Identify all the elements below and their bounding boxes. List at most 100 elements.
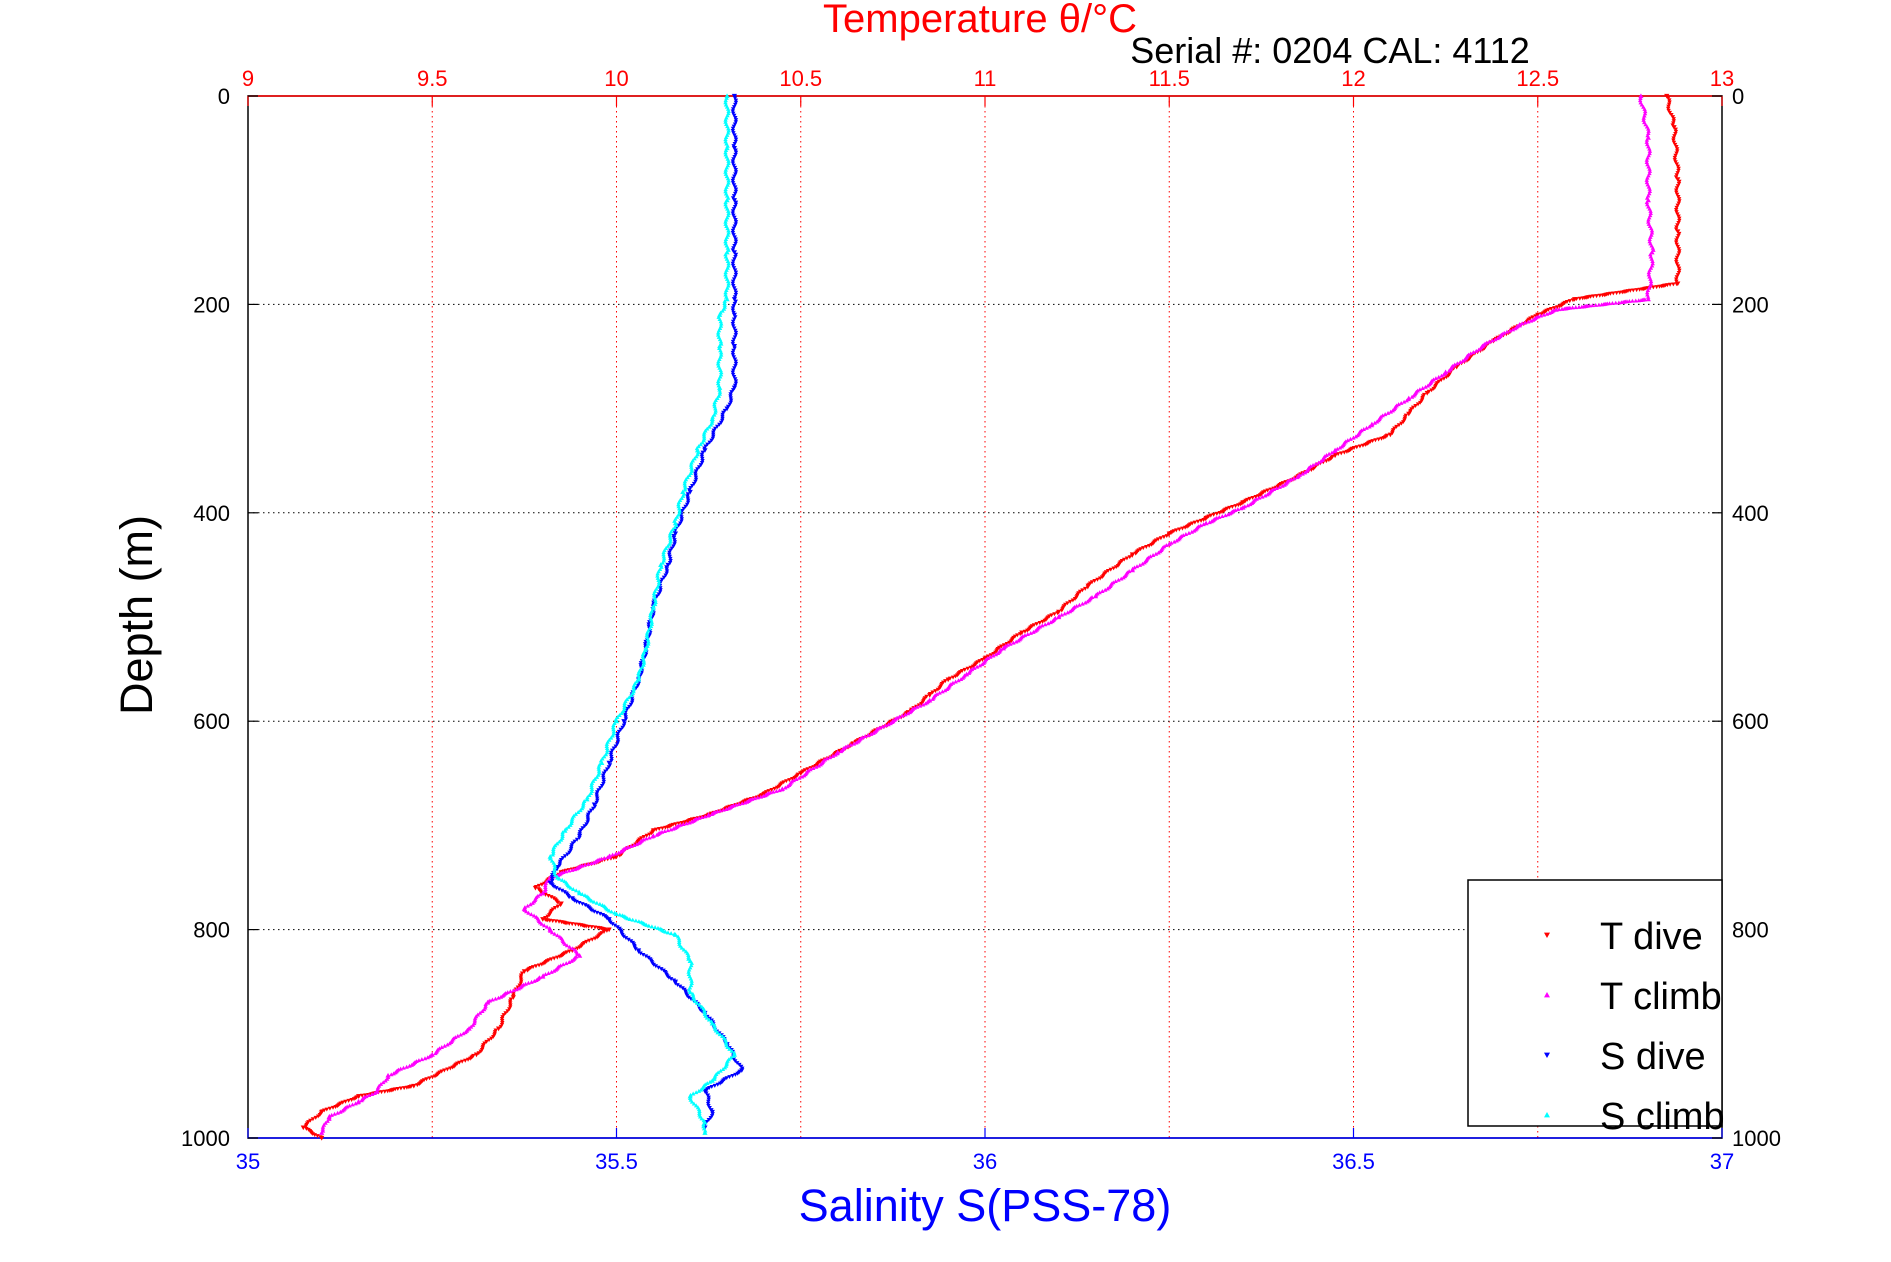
data-point	[1233, 504, 1238, 509]
data-point	[601, 775, 606, 780]
data-point	[592, 776, 598, 781]
data-point	[640, 664, 645, 669]
data-point	[723, 189, 728, 194]
data-point	[731, 355, 737, 360]
data-point	[1577, 296, 1583, 301]
data-point	[542, 923, 547, 928]
data-point	[518, 973, 524, 978]
data-point	[1302, 470, 1308, 475]
data-point	[532, 885, 539, 891]
data-point	[696, 1088, 702, 1093]
data-point	[1105, 586, 1110, 591]
x-top-tick-label: 9.5	[417, 66, 448, 91]
data-point	[717, 343, 723, 349]
data-point	[730, 159, 736, 164]
data-point	[622, 705, 627, 710]
data-point	[657, 590, 663, 595]
data-point	[644, 632, 650, 637]
data-point	[643, 642, 648, 647]
data-point	[476, 1051, 481, 1056]
data-point	[607, 763, 613, 768]
data-point	[589, 898, 594, 903]
data-point	[549, 969, 554, 974]
data-point	[732, 191, 738, 196]
data-point	[732, 366, 737, 371]
data-point	[995, 651, 1001, 655]
data-point	[1017, 632, 1023, 637]
data-point	[1673, 127, 1678, 132]
data-point	[824, 756, 830, 761]
data-point	[524, 909, 529, 914]
data-point	[664, 567, 669, 572]
data-point	[730, 109, 736, 114]
data-point	[702, 448, 708, 453]
data-point	[833, 752, 838, 757]
data-point	[391, 1071, 396, 1076]
legend-entry: S dive	[1544, 1036, 1706, 1078]
data-point	[543, 888, 548, 893]
data-point	[722, 298, 727, 303]
data-point	[736, 801, 742, 806]
data-point	[369, 1092, 375, 1096]
data-point	[1037, 620, 1042, 625]
data-point	[472, 1015, 478, 1020]
data-point	[689, 460, 694, 465]
data-point	[571, 887, 576, 891]
data-point	[953, 679, 958, 684]
data-point	[730, 181, 736, 186]
data-point	[1671, 282, 1676, 287]
data-point	[672, 525, 677, 530]
data-point	[1553, 307, 1559, 312]
data-point	[592, 909, 597, 914]
data-point	[562, 941, 568, 946]
data-point	[606, 760, 612, 766]
data-point	[649, 619, 654, 624]
data-point	[728, 1055, 733, 1060]
data-point	[725, 106, 731, 111]
data-point	[676, 500, 682, 505]
data-point	[801, 773, 807, 778]
data-point	[769, 787, 774, 792]
data-point	[758, 794, 764, 799]
data-point	[1664, 93, 1670, 99]
data-point	[602, 754, 607, 759]
data-point	[854, 740, 859, 745]
data-point	[605, 767, 610, 772]
data-point	[726, 281, 731, 286]
data-point	[604, 741, 610, 746]
data-point	[792, 775, 797, 780]
data-point	[594, 910, 600, 915]
data-point	[1675, 223, 1680, 228]
data-point	[799, 774, 805, 779]
data-point	[733, 381, 739, 386]
data-point	[1203, 520, 1209, 526]
data-point	[1092, 593, 1099, 599]
data-point	[554, 886, 559, 891]
data-point	[554, 841, 560, 846]
data-point	[683, 485, 688, 490]
data-point	[1648, 252, 1653, 257]
data-point	[699, 815, 705, 820]
data-point	[480, 1009, 485, 1013]
data-point	[730, 308, 736, 313]
data-point	[601, 781, 606, 786]
data-point	[586, 861, 591, 866]
data-point	[1676, 251, 1682, 256]
data-point	[990, 653, 996, 658]
data-point	[723, 169, 728, 174]
data-point	[625, 844, 631, 849]
data-point	[590, 937, 595, 942]
data-point	[903, 712, 908, 717]
data-point	[442, 1043, 447, 1048]
data-point	[1677, 179, 1682, 184]
data-point	[866, 733, 871, 737]
data-point	[728, 394, 733, 399]
data-point	[1674, 151, 1679, 156]
data-point	[610, 852, 615, 857]
data-point	[518, 975, 524, 980]
data-point	[616, 850, 621, 855]
data-point	[577, 835, 582, 840]
data-point	[730, 128, 736, 133]
data-point	[937, 690, 942, 695]
data-point	[597, 901, 603, 906]
